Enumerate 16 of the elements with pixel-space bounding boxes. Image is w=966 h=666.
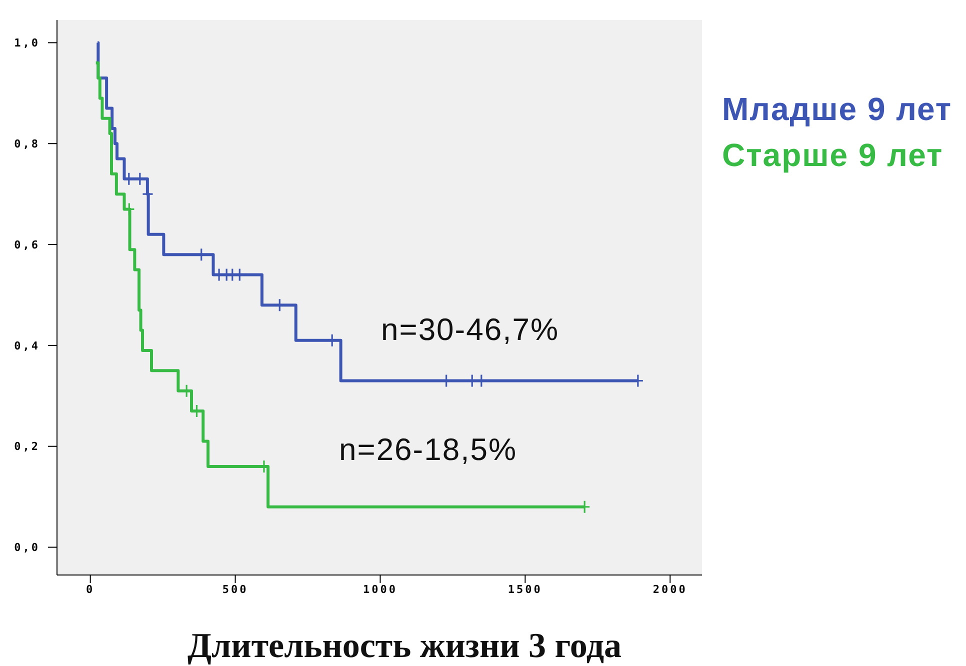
y-tick-label: 0,4 (14, 339, 40, 352)
x-axis-title: Длительность жизни 3 года (187, 626, 622, 666)
y-tick-label: 0,2 (14, 440, 40, 454)
y-tick-label: 0,8 (14, 138, 40, 151)
y-tick-label: 0,0 (14, 541, 40, 554)
x-tick-label: 1000 (362, 582, 398, 596)
x-tick-label: 2000 (652, 582, 688, 596)
y-tick-label: 1,0 (14, 36, 40, 50)
x-tick-label: 0 (86, 582, 95, 596)
x-tick-label: 1500 (508, 582, 542, 596)
text: Старше 9 лет (722, 136, 944, 175)
text: Младше 9 лет (722, 90, 952, 129)
y-tick-label: 0,6 (14, 238, 40, 252)
x-tick-label: 500 (222, 582, 248, 596)
annotation: n=26-18,5% (338, 432, 518, 468)
annotation: n=30-46,7% (380, 312, 560, 348)
